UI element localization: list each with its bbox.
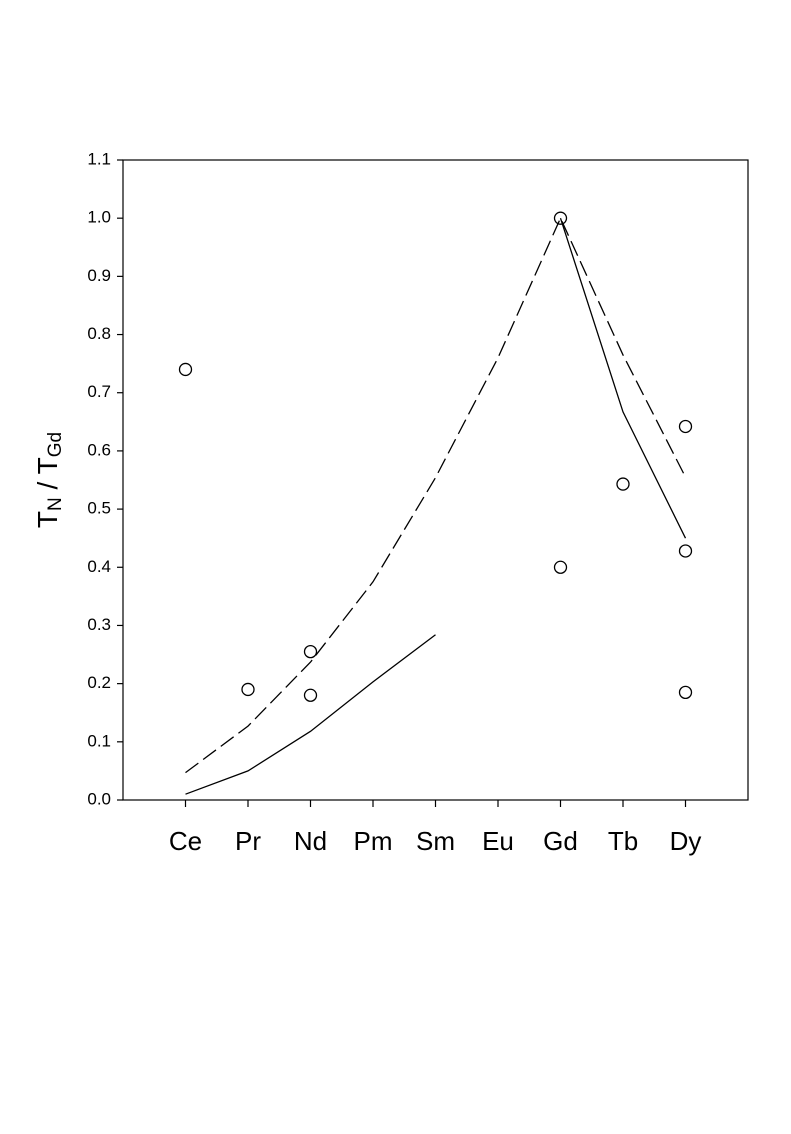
y-tick-label: 1.1	[87, 149, 111, 168]
y-axis-label-subscript: N	[45, 497, 66, 511]
y-tick-label: 0.6	[87, 440, 111, 459]
x-tick-label: Tb	[608, 826, 638, 856]
x-tick-label: Eu	[482, 826, 514, 856]
solid-line	[185, 217, 687, 795]
y-tick-label: 0.2	[87, 673, 111, 692]
data-point	[303, 644, 318, 659]
y-tick-label: 0.5	[87, 499, 111, 518]
y-tick-label: 0.1	[87, 731, 111, 750]
data-point	[553, 211, 568, 225]
data-point	[678, 419, 693, 434]
data-point	[678, 544, 693, 558]
data-point	[553, 560, 568, 574]
x-tick-label: Nd	[294, 826, 327, 856]
x-tick-label: Ce	[169, 826, 202, 856]
y-axis-label-part: / T	[32, 457, 63, 497]
y-tick-label: 0.8	[87, 324, 111, 343]
y-axis-label-subscript: Gd	[45, 432, 66, 457]
x-tick-label: Pm	[354, 826, 393, 856]
data-point	[678, 685, 693, 700]
data-point	[616, 477, 630, 491]
dashed-line	[185, 216, 687, 774]
plot-frame	[122, 159, 749, 801]
y-tick-label: 0.3	[87, 615, 111, 634]
x-tick-label: Gd	[543, 826, 578, 856]
y-tick-label: 0.9	[87, 266, 111, 285]
data-point	[178, 362, 193, 377]
x-tick-label: Sm	[416, 826, 455, 856]
x-tick-label: Pr	[235, 826, 261, 856]
y-tick-label: 1.0	[87, 208, 111, 227]
data-point	[241, 682, 255, 697]
y-axis-label-part: T	[32, 511, 63, 528]
y-tick-label: 0.4	[87, 557, 111, 576]
y-tick-label: 0.7	[87, 382, 111, 401]
data-point	[303, 688, 318, 702]
y-axis-label: TN / TGd	[32, 432, 65, 528]
y-tick-label: 0.0	[87, 789, 111, 808]
x-tick-label: Dy	[670, 826, 702, 856]
